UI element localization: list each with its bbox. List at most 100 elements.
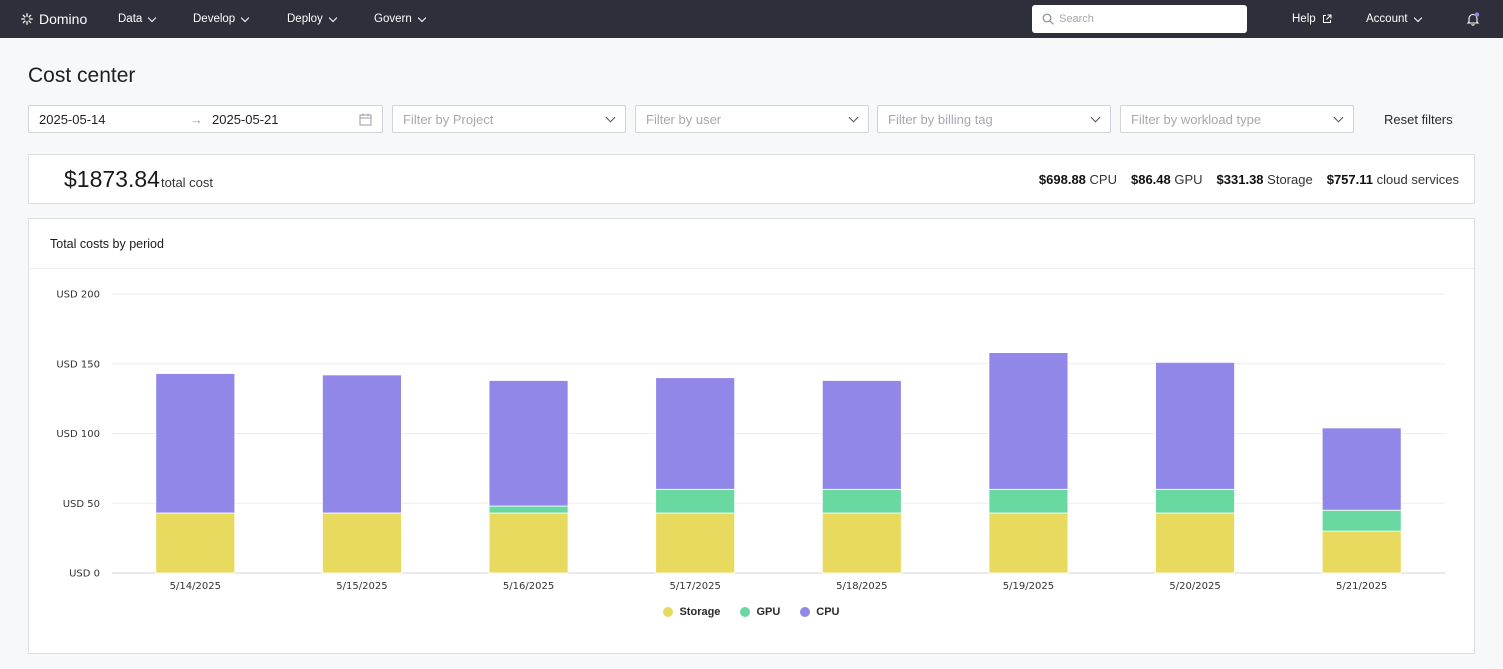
project-filter[interactable]: Filter by Project (392, 105, 626, 133)
x-tick-label: 5/18/2025 (836, 581, 887, 592)
date-range-picker[interactable]: 2025-05-14 → 2025-05-21 (28, 105, 383, 133)
nav-deploy-label: Deploy (287, 13, 323, 25)
nav-develop-label: Develop (193, 13, 236, 25)
cloud-services-cost-amount: $757.11 (1326, 172, 1373, 187)
bar-segment-cpu (1321, 427, 1402, 511)
total-cost-amount: $1873.84 (64, 166, 160, 192)
cloud-services-cost-label: cloud services (1376, 172, 1459, 187)
bar-segment-gpu (821, 488, 902, 514)
top-nav: Domino Data Develop Deploy Govern Help A… (0, 0, 1503, 38)
notifications-button[interactable] (1466, 0, 1480, 38)
nav-govern-label: Govern (374, 13, 412, 25)
nav-govern[interactable]: Govern (374, 0, 426, 38)
bar-segment-storage (1155, 512, 1235, 574)
chart-title: Total costs by period (50, 237, 164, 251)
bell-icon (1466, 12, 1480, 26)
nav-data[interactable]: Data (118, 0, 157, 38)
nav-deploy[interactable]: Deploy (287, 0, 338, 38)
bar-segment-gpu (1321, 509, 1402, 532)
cpu-cost: $698.88 CPU (1039, 172, 1117, 187)
notification-dot (1474, 12, 1480, 17)
bar-segment-cpu (155, 373, 236, 514)
legend-item-storage[interactable]: Storage (663, 606, 720, 618)
bar-segment-storage (488, 512, 569, 574)
billing-tag-filter[interactable]: Filter by billing tag (877, 105, 1111, 133)
chart-legend: Storage GPU CPU (29, 606, 1474, 618)
y-tick-label: USD 0 (69, 569, 100, 580)
end-date[interactable]: 2025-05-21 (212, 111, 279, 127)
gpu-cost-label: GPU (1174, 172, 1203, 187)
legend-item-gpu[interactable]: GPU (740, 606, 780, 618)
bar-segment-cpu (655, 377, 736, 490)
account-label: Account (1366, 13, 1408, 25)
chevron-down-icon (605, 112, 616, 123)
bar-segment-gpu (655, 488, 736, 514)
legend-item-cpu[interactable]: CPU (800, 606, 840, 618)
legend-label: Storage (679, 606, 721, 618)
bar-segment-cpu (821, 380, 902, 490)
user-filter-placeholder: Filter by user (646, 111, 722, 127)
search-box[interactable] (1032, 5, 1247, 33)
start-date[interactable]: 2025-05-14 (39, 111, 106, 127)
storage-cost-amount: $331.38 (1216, 172, 1264, 187)
chevron-down-icon (328, 13, 338, 22)
brand-name: Domino (39, 11, 88, 27)
help-link[interactable]: Help (1292, 0, 1332, 38)
x-tick-label: 5/15/2025 (336, 581, 387, 592)
cost-summary-card: $1873.84 total cost $698.88 CPU $86.48 G… (28, 154, 1475, 204)
chevron-down-icon (148, 13, 157, 22)
cpu-cost-label: CPU (1089, 172, 1117, 187)
cost-breakdown: $698.88 CPU $86.48 GPU $331.38 Storage $… (1039, 172, 1459, 187)
x-tick-label: 5/19/2025 (1003, 581, 1054, 592)
bar-segment-gpu (488, 505, 569, 514)
y-tick-label: USD 150 (56, 359, 100, 370)
costs-chart-card: Total costs by period USD 0 USD 50 USD 100… (28, 218, 1475, 654)
storage-cost: $331.38 Storage (1217, 172, 1313, 187)
nav-data-label: Data (118, 13, 143, 25)
bar-segment-cpu (1155, 361, 1235, 490)
x-tick-label: 5/16/2025 (503, 581, 554, 592)
search-input[interactable] (1059, 13, 1229, 25)
page-title: Cost center (28, 64, 136, 87)
gpu-cost: $86.48 GPU (1131, 172, 1203, 187)
y-tick-label: USD 100 (56, 429, 100, 440)
cloud-services-cost: $757.11 cloud services (1327, 172, 1459, 187)
brand-logo[interactable]: Domino (21, 0, 87, 38)
bar-segment-cpu (988, 352, 1069, 490)
legend-label: GPU (756, 606, 781, 618)
billing-tag-filter-placeholder: Filter by billing tag (888, 111, 993, 127)
chevron-down-icon (1090, 112, 1101, 123)
legend-dot (740, 607, 751, 617)
bar-segment-storage (821, 512, 902, 574)
bar-segment-storage (988, 512, 1069, 574)
chart-divider (29, 268, 1474, 269)
bar-segment-cpu (322, 374, 402, 514)
x-tick-label: 5/14/2025 (170, 581, 221, 592)
bar-segment-storage (655, 512, 736, 574)
chevron-down-icon (240, 13, 250, 22)
domino-logo-icon (21, 13, 33, 25)
help-label: Help (1292, 13, 1316, 25)
total-cost-label: total cost (161, 175, 214, 190)
chevron-down-icon (417, 13, 426, 22)
reset-filters-button[interactable]: Reset filters (1384, 112, 1453, 127)
legend-dot (800, 607, 811, 617)
account-menu[interactable]: Account (1366, 0, 1422, 38)
bar-segment-gpu (1155, 488, 1235, 514)
bar-segment-storage (1321, 530, 1402, 574)
external-link-icon (1322, 14, 1332, 23)
bar-segment-gpu (988, 488, 1069, 514)
user-filter[interactable]: Filter by user (635, 105, 869, 133)
y-tick-label: USD 200 (56, 290, 100, 301)
calendar-icon[interactable] (359, 113, 372, 126)
cpu-cost-amount: $698.88 (1038, 172, 1086, 187)
workload-type-filter[interactable]: Filter by workload type (1120, 105, 1354, 133)
x-tick-label: 5/20/2025 (1169, 581, 1220, 592)
chevron-down-icon (1413, 13, 1422, 22)
gpu-cost-amount: $86.48 (1130, 172, 1171, 187)
nav-develop[interactable]: Develop (193, 0, 250, 38)
arrow-right-icon: → (190, 111, 203, 127)
workload-type-filter-placeholder: Filter by workload type (1131, 111, 1262, 127)
bar-segment-storage (155, 512, 236, 574)
x-tick-label: 5/21/2025 (1336, 581, 1387, 592)
